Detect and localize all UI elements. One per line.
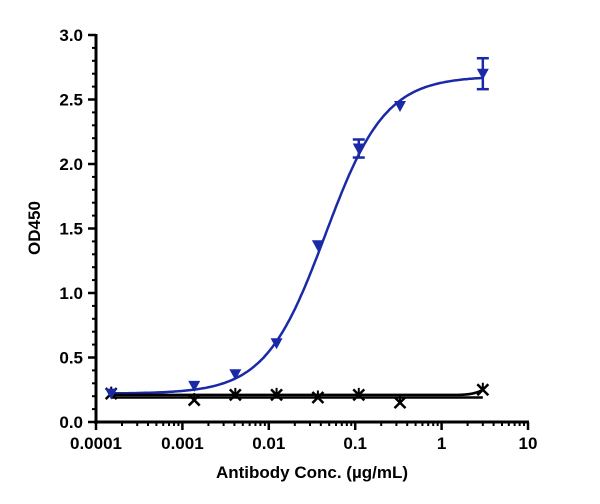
y-tick-label: 2.5 (59, 91, 83, 110)
axes: 0.0 0.5 1.0 1.5 2.0 2.5 3.0 0.0001 0.001 0.01 0.1 1… (59, 26, 537, 453)
antibody-triangle-marker (229, 369, 242, 381)
antibody-triangle-marker (476, 56, 489, 91)
y-tick-label: 3.0 (59, 26, 83, 45)
antibody-triangle-marker (105, 388, 118, 400)
antibody-fit-curve (111, 76, 483, 395)
antibody-triangle-marker (311, 240, 324, 252)
y-tick-label: 1.5 (59, 220, 83, 239)
y-tick-label: 1.0 (59, 284, 83, 303)
control-cross-marker (228, 387, 242, 402)
x-tick-label: 1 (437, 434, 446, 453)
control-cross-marker (270, 387, 283, 402)
data-markers (104, 56, 490, 410)
antibody-triangle-marker (188, 380, 201, 392)
antibody-triangle-marker (393, 100, 406, 112)
x-axis-title: Antibody Conc. (µg/mL) (216, 463, 408, 482)
x-tick-label: 0.0001 (70, 434, 122, 453)
x-tick-label: 10 (519, 434, 538, 453)
x-tick-label: 0.001 (161, 434, 204, 453)
y-tick-label: 2.0 (59, 155, 83, 174)
x-tick-label: 0.1 (343, 434, 367, 453)
fit-curves (111, 76, 484, 399)
control-cross-marker (311, 390, 325, 404)
x-tick-label: 0.01 (252, 434, 285, 453)
y-axis-title: OD450 (25, 201, 44, 255)
control-cross-marker (187, 393, 201, 407)
y-tick-label: 0.5 (59, 349, 83, 368)
antibody-triangle-marker (270, 338, 283, 350)
control-cross-marker (393, 395, 407, 410)
control-cross-marker (352, 387, 366, 402)
antibody-triangle-marker (352, 138, 365, 159)
y-tick-label: 0.0 (59, 413, 83, 432)
control-cross-marker (476, 382, 490, 397)
